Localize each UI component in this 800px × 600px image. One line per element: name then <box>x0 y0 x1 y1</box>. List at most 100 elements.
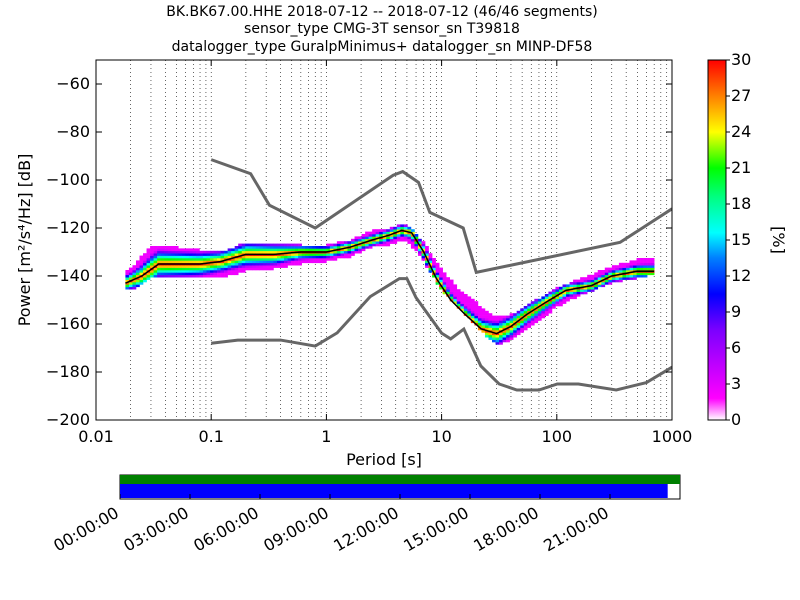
colorbar-tick-label: 12 <box>731 266 751 285</box>
density-cell <box>224 250 228 254</box>
density-cell <box>178 250 183 254</box>
density-cell <box>128 284 133 288</box>
density-cell <box>407 236 412 240</box>
density-cell <box>181 267 186 271</box>
density-cell <box>326 243 331 247</box>
density-cell <box>206 250 211 254</box>
density-cell <box>597 272 602 276</box>
density-cell <box>139 272 144 276</box>
density-cell <box>590 289 595 292</box>
density-cell <box>213 265 218 268</box>
density-cell <box>470 303 475 307</box>
density-cell <box>340 255 345 259</box>
density-cell <box>192 274 197 278</box>
density-cell <box>562 291 567 295</box>
density-cell <box>558 301 563 304</box>
density-cell <box>132 270 137 273</box>
density-cell <box>633 267 637 271</box>
density-cell <box>294 248 299 252</box>
density-cell <box>132 286 137 290</box>
density-cell <box>558 286 563 290</box>
density-cell <box>153 262 158 266</box>
density-cell <box>527 313 532 316</box>
density-cell <box>185 255 190 259</box>
density-cell <box>477 310 482 314</box>
density-cell <box>291 243 295 247</box>
density-cell <box>150 265 154 268</box>
density-cell <box>647 258 651 261</box>
density-cell <box>188 267 193 271</box>
density-cell <box>291 258 295 261</box>
density-cell <box>488 325 493 328</box>
density-cell <box>643 260 648 264</box>
density-cell <box>305 258 310 261</box>
density-cell <box>329 253 334 256</box>
density-cell <box>241 248 246 252</box>
density-cell <box>276 243 281 247</box>
density-cell <box>259 260 264 264</box>
density-cell <box>583 286 588 290</box>
density-cell <box>499 339 503 343</box>
density-cell <box>312 253 317 256</box>
density-cell <box>245 248 250 252</box>
density-cell <box>160 272 165 276</box>
density-cell <box>195 270 200 273</box>
density-cell <box>160 255 165 259</box>
density-cell <box>541 306 546 309</box>
density-cell <box>625 265 630 268</box>
density-cell <box>157 267 161 271</box>
density-cell <box>319 258 324 261</box>
density-cell <box>622 265 627 268</box>
density-cell <box>291 253 295 256</box>
density-cell <box>580 282 584 285</box>
density-cell <box>220 262 225 266</box>
nlnm-curve <box>211 277 672 392</box>
density-cell <box>520 330 525 333</box>
density-cell <box>259 258 264 261</box>
density-cell <box>368 241 373 244</box>
density-cell <box>160 248 165 252</box>
density-cell <box>164 255 169 259</box>
density-cell <box>291 260 295 264</box>
density-cell <box>435 274 440 278</box>
density-cell <box>167 272 172 276</box>
density-cell <box>650 272 655 276</box>
density-cell <box>167 260 172 264</box>
density-cell <box>146 248 151 252</box>
density-cell <box>379 231 384 235</box>
density-cell <box>640 267 644 271</box>
density-cell <box>157 274 161 278</box>
density-cell <box>157 258 161 261</box>
density-cell <box>555 286 560 290</box>
density-cell <box>410 238 415 242</box>
density-cell <box>400 238 405 242</box>
density-cell <box>590 277 595 280</box>
density-cell <box>488 315 493 319</box>
density-cell <box>153 246 158 249</box>
density-cell <box>502 320 507 324</box>
density-cell <box>305 260 310 264</box>
density-cell <box>551 306 556 309</box>
density-cell <box>227 260 232 264</box>
density-cell <box>213 267 218 271</box>
density-cell <box>640 274 644 278</box>
density-cell <box>601 277 606 280</box>
density-cell <box>481 322 486 326</box>
density-cell <box>361 246 366 249</box>
density-cell <box>195 248 200 252</box>
density-cell <box>248 267 253 271</box>
density-cell <box>284 248 288 252</box>
density-cell <box>343 248 348 252</box>
density-cell <box>509 330 514 333</box>
density-cell <box>284 258 288 261</box>
density-cell <box>425 255 429 259</box>
density-cell <box>453 286 458 290</box>
density-cell <box>164 267 169 271</box>
density-cell <box>153 250 158 254</box>
density-cell <box>548 310 553 314</box>
density-cell <box>308 246 313 249</box>
density-cell <box>618 274 623 278</box>
density-cell <box>516 327 521 331</box>
density-cell <box>393 241 398 244</box>
density-cell <box>636 258 641 261</box>
